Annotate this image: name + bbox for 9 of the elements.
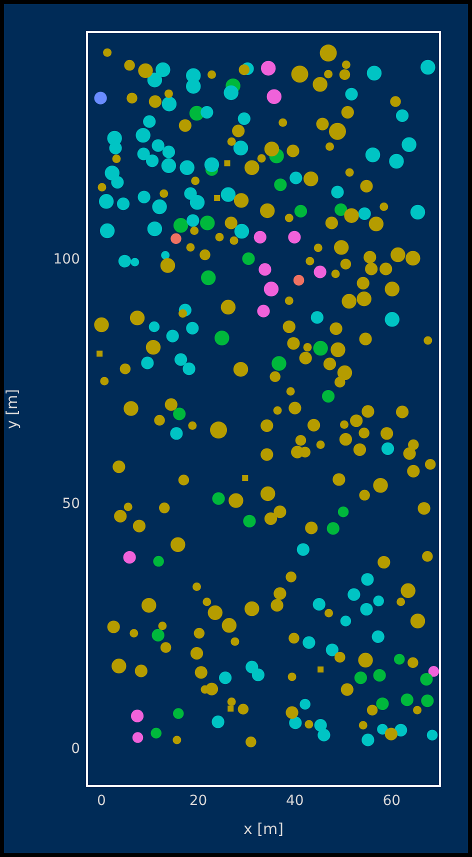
y-tick-label: 100 (53, 251, 80, 268)
x-tick-label: 60 (382, 793, 401, 810)
y-tick-label: 0 (71, 740, 80, 757)
y-axis-title: y [m] (2, 389, 21, 429)
x-axis-title: x [m] (244, 820, 284, 838)
y-tick-label: 50 (62, 496, 80, 512)
x-tick-label: 40 (286, 793, 304, 810)
x-tick-label: 0 (97, 793, 106, 810)
x-tick-label: 20 (189, 793, 208, 810)
